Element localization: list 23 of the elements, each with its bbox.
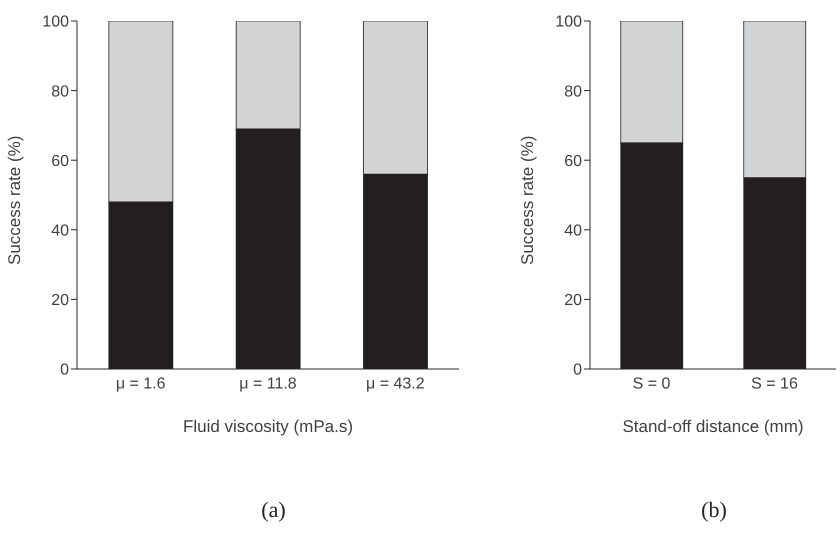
y-tick-label: 100 — [555, 14, 582, 31]
y-tick-label: 60 — [564, 152, 582, 170]
text: (a) — [260, 497, 287, 523]
y-tick-label: 40 — [51, 222, 70, 240]
y-tick-label: 0 — [573, 362, 582, 379]
y-tick-label: 20 — [51, 292, 70, 310]
y-axis-title: Success rate (%) — [5, 136, 24, 265]
y-tick-label: 100 — [42, 14, 70, 31]
x-tick-label: μ = 1.6 — [116, 375, 166, 392]
x-tick-label: S = 0 — [632, 375, 670, 392]
y-tick-label: 20 — [564, 292, 582, 310]
text: (b) — [700, 497, 728, 523]
x-tick-label: μ = 43.2 — [366, 375, 425, 392]
x-axis-title: Stand-off distance (mm) — [622, 417, 804, 436]
y-tick-label: 80 — [51, 83, 70, 100]
x-axis-title: Fluid viscosity (mPa.s) — [182, 417, 354, 436]
y-tick-label: 80 — [564, 83, 582, 100]
y-tick-label: 0 — [60, 362, 70, 379]
y-tick-label: 40 — [564, 222, 582, 240]
y-tick-label: 60 — [51, 152, 70, 170]
x-tick-label: S = 16 — [751, 375, 798, 392]
y-axis-title: Success rate (%) — [518, 136, 538, 265]
x-tick-label: μ = 11.8 — [239, 375, 297, 392]
